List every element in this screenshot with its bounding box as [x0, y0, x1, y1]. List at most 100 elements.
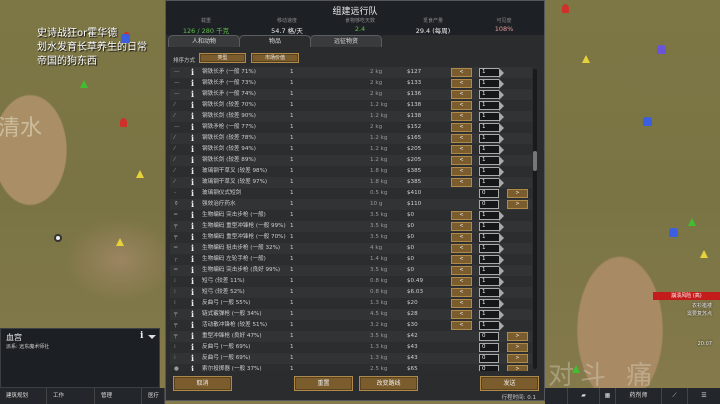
decrease-button[interactable]: < [451, 266, 472, 275]
increase-button[interactable]: > [507, 200, 528, 209]
info-icon[interactable]: i [191, 287, 195, 297]
info-icon[interactable]: i [191, 353, 195, 363]
info-icon[interactable]: i [191, 133, 195, 143]
info-icon[interactable]: i [191, 276, 195, 286]
info-icon[interactable]: i [191, 364, 195, 371]
transfer-count-field[interactable]: 0 [479, 332, 499, 341]
decrease-button[interactable]: < [451, 277, 472, 286]
hostile-marker-icon[interactable] [562, 4, 569, 13]
faction-base-icon[interactable] [669, 228, 678, 237]
info-icon[interactable]: i [191, 155, 195, 165]
tab-work[interactable]: 工作 [47, 388, 95, 404]
alert-line[interactable]: 需要复苏点 [686, 311, 712, 317]
cancel-button[interactable]: 取消 [173, 376, 232, 391]
decrease-button[interactable]: < [451, 222, 472, 231]
transfer-count-field[interactable]: 1 [479, 90, 504, 100]
info-icon[interactable]: i [191, 144, 195, 154]
info-icon[interactable]: i [191, 111, 195, 121]
increase-button[interactable]: > [507, 343, 528, 352]
decrease-button[interactable]: < [451, 178, 472, 187]
settlement-marker-icon[interactable] [572, 365, 580, 373]
transfer-count-field[interactable]: 1 [479, 101, 504, 111]
increase-button[interactable]: > [507, 332, 528, 341]
faction-base-icon[interactable] [643, 117, 652, 126]
info-icon[interactable]: i [191, 188, 195, 198]
dropdown-icon[interactable] [148, 335, 156, 339]
transfer-count-field[interactable]: 1 [479, 266, 504, 276]
transfer-count-field[interactable]: 1 [479, 123, 504, 133]
decrease-button[interactable]: < [451, 123, 472, 132]
info-icon[interactable]: i [191, 78, 195, 88]
site-marker-icon[interactable] [582, 55, 590, 63]
transfer-count-field[interactable]: 1 [479, 156, 504, 166]
scrollbar-thumb[interactable] [533, 151, 537, 171]
info-icon[interactable]: i [191, 166, 195, 176]
info-icon[interactable]: i [191, 199, 195, 209]
info-icon[interactable]: i [191, 100, 195, 110]
tab-architect[interactable]: 建筑规划 [0, 388, 47, 404]
transfer-count-field[interactable]: 1 [479, 321, 504, 331]
faction-base-icon[interactable] [657, 45, 666, 54]
transfer-count-field[interactable]: 1 [479, 145, 504, 155]
increase-button[interactable]: > [507, 189, 528, 198]
decrease-button[interactable]: < [451, 112, 472, 121]
decrease-button[interactable]: < [451, 79, 472, 88]
info-icon[interactable]: i [191, 243, 195, 253]
increase-button[interactable]: > [507, 354, 528, 363]
info-icon[interactable]: i [191, 320, 195, 330]
tab-pawns[interactable]: 人和动物 [168, 35, 240, 47]
info-icon[interactable]: i [191, 210, 195, 220]
transfer-count-field[interactable]: 1 [479, 134, 504, 144]
info-icon[interactable]: i [191, 309, 195, 319]
transfer-count-field[interactable]: 1 [479, 167, 504, 177]
send-button[interactable]: 发送 [480, 376, 539, 391]
decrease-button[interactable]: < [451, 299, 472, 308]
hostile-marker-icon[interactable] [120, 118, 127, 127]
sort-primary-button[interactable]: 类型 [199, 53, 246, 63]
site-marker-icon[interactable] [116, 238, 124, 246]
info-icon[interactable]: i [191, 67, 195, 77]
transfer-count-field[interactable]: 1 [479, 68, 504, 78]
alert-line[interactable]: 衣衫褴褛 [691, 303, 712, 309]
transfer-count-field[interactable]: 1 [479, 277, 504, 287]
transfer-count-field[interactable]: 0 [479, 365, 499, 371]
broom-icon[interactable]: ⟋ [661, 388, 687, 404]
info-icon[interactable]: i [191, 298, 195, 308]
decrease-button[interactable]: < [451, 255, 472, 264]
book-icon[interactable]: ▰ [567, 388, 599, 404]
tab-travel-supplies[interactable]: 远征物资 [310, 35, 382, 47]
decrease-button[interactable]: < [451, 145, 472, 154]
reset-button[interactable]: 重置 [294, 376, 353, 391]
menu-icon[interactable]: ☰ [687, 388, 720, 404]
info-icon[interactable]: i [191, 177, 195, 187]
transfer-count-field[interactable]: 1 [479, 310, 504, 320]
info-icon[interactable]: i [191, 254, 195, 264]
info-icon[interactable]: i [191, 342, 195, 352]
decrease-button[interactable]: < [451, 156, 472, 165]
decrease-button[interactable]: < [451, 68, 472, 77]
decrease-button[interactable]: < [451, 321, 472, 330]
factions-icon[interactable]: ▦ [599, 388, 615, 404]
tab-medical[interactable]: 医疗 [142, 388, 165, 404]
decrease-button[interactable]: < [451, 90, 472, 99]
tab-items[interactable]: 物品 [239, 35, 311, 47]
transfer-count-field[interactable]: 1 [479, 222, 504, 232]
transfer-count-field[interactable]: 0 [479, 343, 499, 352]
settlement-marker-icon[interactable] [688, 218, 696, 226]
decrease-button[interactable]: < [451, 233, 472, 242]
decrease-button[interactable]: < [451, 244, 472, 253]
info-icon[interactable]: i [191, 89, 195, 99]
tab-assign[interactable]: 管理 [95, 388, 142, 404]
info-icon[interactable]: i [191, 232, 195, 242]
colony-marker-icon[interactable] [54, 234, 62, 242]
transfer-count-field[interactable]: 1 [479, 233, 504, 243]
site-marker-icon[interactable] [136, 170, 144, 178]
transfer-count-field[interactable]: 0 [479, 354, 499, 363]
info-icon[interactable]: i [191, 265, 195, 275]
transfer-count-field[interactable]: 1 [479, 112, 504, 122]
faction-base-icon[interactable] [121, 34, 130, 43]
decrease-button[interactable]: < [451, 134, 472, 143]
schedule-button[interactable]: 药剂师 [615, 388, 661, 404]
transfer-count-field[interactable]: 1 [479, 79, 504, 89]
sort-secondary-button[interactable]: 市场价值 [251, 53, 299, 63]
